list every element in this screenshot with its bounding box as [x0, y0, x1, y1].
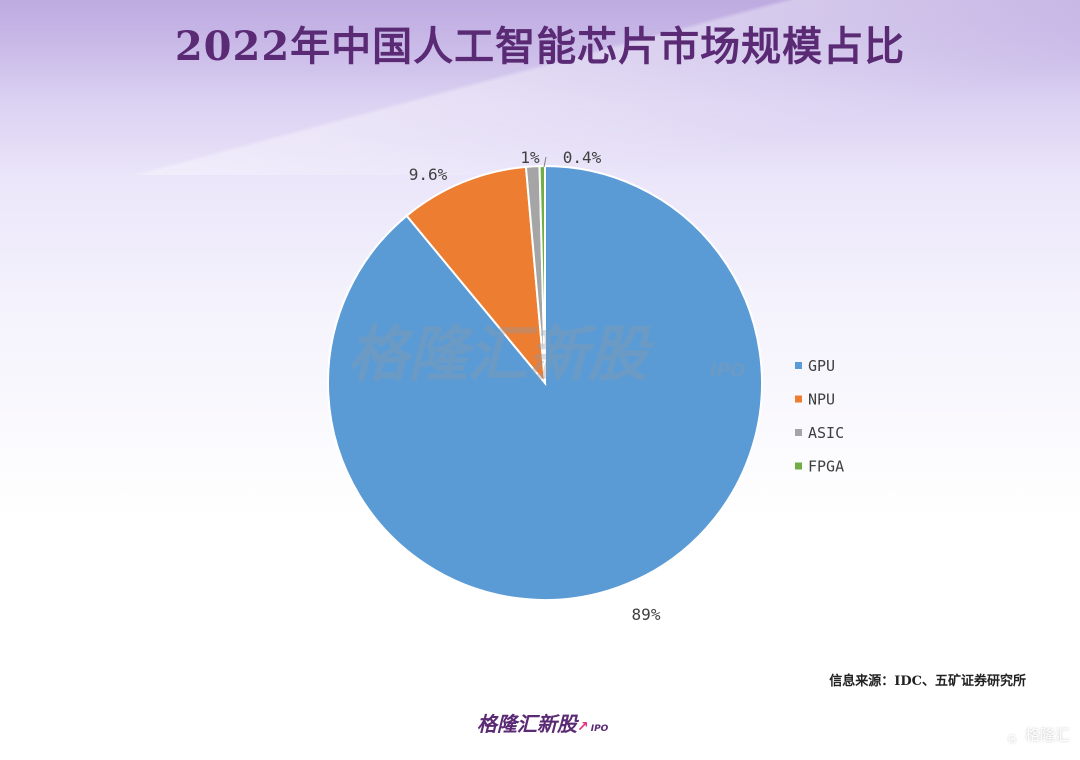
- watermark-text: 格隆汇新股: [348, 320, 654, 390]
- watermark-sub: IPO: [710, 360, 745, 381]
- legend-label-asic: ASIC: [808, 424, 844, 442]
- brand-text: 格隆汇新股: [477, 712, 577, 736]
- data-label-fpga: 0.4%: [563, 148, 602, 167]
- data-labels: 89% 9.6% 1% 0.4%: [409, 148, 661, 624]
- legend-swatch-gpu: [795, 362, 802, 369]
- trend-arrow-icon: ↗: [577, 719, 589, 735]
- leader-line-fpga: [543, 156, 547, 168]
- brand-sub: IPO: [590, 724, 609, 734]
- watermark: 格隆汇新股 IPO: [348, 320, 745, 390]
- data-label-asic: 1%: [520, 148, 540, 167]
- legend-swatch-fpga: [795, 462, 802, 470]
- pie-slices: [327, 164, 763, 601]
- corner-logo-icon: G: [1001, 730, 1022, 750]
- brand-logo: 格隆汇新股↗ IPO: [477, 708, 608, 737]
- pie-slice-fpga: [538, 164, 546, 384]
- legend-label-fpga: FPGA: [808, 458, 844, 476]
- corner-logo-text: 格隆汇: [1024, 726, 1070, 744]
- corner-watermark: G 格隆汇: [1001, 724, 1070, 750]
- data-label-npu: 9.6%: [409, 165, 448, 184]
- legend-label-gpu: GPU: [808, 357, 835, 375]
- data-label-gpu: 89%: [632, 605, 661, 624]
- chart-title: 2022年中国人工智能芯片市场规模占比: [174, 23, 906, 70]
- legend-label-npu: NPU: [808, 391, 835, 409]
- legend-swatch-npu: [795, 395, 802, 403]
- header-band: [0, 0, 1080, 175]
- pie-slice-npu: [405, 165, 547, 387]
- source-note: 信息来源：IDC、五矿证券研究所: [829, 674, 1026, 689]
- legend-swatch-asic: [795, 429, 802, 436]
- legend: GPU NPU ASIC FPGA: [795, 357, 844, 476]
